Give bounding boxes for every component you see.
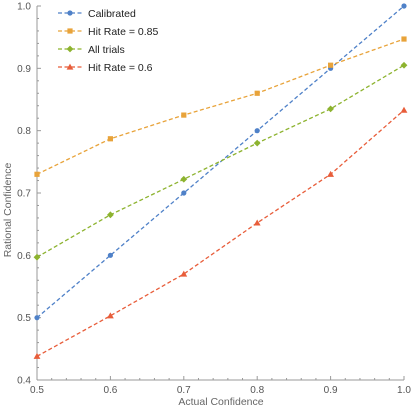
- data-point: [328, 62, 334, 68]
- data-point: [253, 219, 261, 226]
- legend-item: Hit Rate = 0.85: [58, 26, 158, 38]
- data-point: [107, 312, 114, 319]
- x-tick-label: 0.7: [177, 385, 191, 396]
- data-point: [107, 136, 113, 142]
- legend-label: Hit Rate = 0.6: [88, 62, 153, 74]
- data-point: [401, 3, 407, 9]
- series-1: [34, 36, 407, 177]
- data-point: [33, 352, 41, 359]
- legend-item: Calibrated: [58, 8, 136, 20]
- x-tick-label: 0.8: [250, 385, 264, 396]
- data-point: [400, 61, 408, 69]
- series-line: [36, 5, 405, 319]
- data-point: [33, 253, 41, 261]
- data-point: [327, 170, 334, 177]
- axes: 0.5 0.6 0.7 0.8 0.9 1.00.40.50.60.70.80.91.0: [17, 2, 411, 397]
- data-point: [400, 106, 408, 113]
- y-tick-label: 0.5: [17, 313, 31, 324]
- legend-label: Calibrated: [88, 8, 136, 20]
- data-point: [254, 128, 260, 134]
- x-tick-label: 0.9: [324, 385, 338, 396]
- legend-marker: [67, 28, 73, 34]
- data-point: [34, 315, 40, 321]
- y-tick-label: 0.8: [17, 126, 31, 137]
- legend-item: Hit Rate = 0.6: [58, 62, 153, 74]
- data-point: [401, 36, 407, 42]
- y-tick-label: 0.7: [17, 189, 31, 200]
- data-point: [180, 270, 188, 277]
- legend-marker: [66, 63, 74, 70]
- legend-marker: [66, 45, 74, 53]
- data-point: [327, 105, 334, 113]
- legend-label: Hit Rate = 0.85: [88, 26, 158, 38]
- data-point: [180, 175, 188, 183]
- data-point: [34, 171, 40, 177]
- y-axis-label: Rational Confidence: [2, 163, 14, 258]
- series-2: [33, 61, 408, 261]
- y-tick-label: 0.4: [17, 376, 31, 387]
- series-layer: [33, 3, 408, 359]
- y-tick-label: 0.6: [17, 251, 31, 262]
- y-tick-label: 1.0: [17, 2, 31, 13]
- data-point: [253, 139, 261, 147]
- series-3: [33, 106, 408, 359]
- data-point: [107, 211, 114, 219]
- legend-label: All trials: [88, 44, 125, 56]
- x-tick-label: 0.5: [30, 385, 44, 396]
- x-axis-label: Actual Confidence: [178, 396, 263, 408]
- series-0: [34, 3, 407, 321]
- x-tick-label: 1.0: [397, 385, 411, 396]
- data-point: [181, 190, 187, 196]
- data-point: [254, 90, 260, 96]
- data-point: [107, 252, 113, 258]
- y-tick-label: 0.9: [17, 64, 31, 75]
- x-tick-label: 0.6: [103, 385, 117, 396]
- series-line: [36, 38, 405, 175]
- legend: Calibrated Hit Rate = 0.85 All trials Hit R…: [58, 8, 158, 74]
- legend-marker: [67, 10, 73, 16]
- data-point: [181, 112, 187, 118]
- legend-item: All trials: [58, 44, 125, 56]
